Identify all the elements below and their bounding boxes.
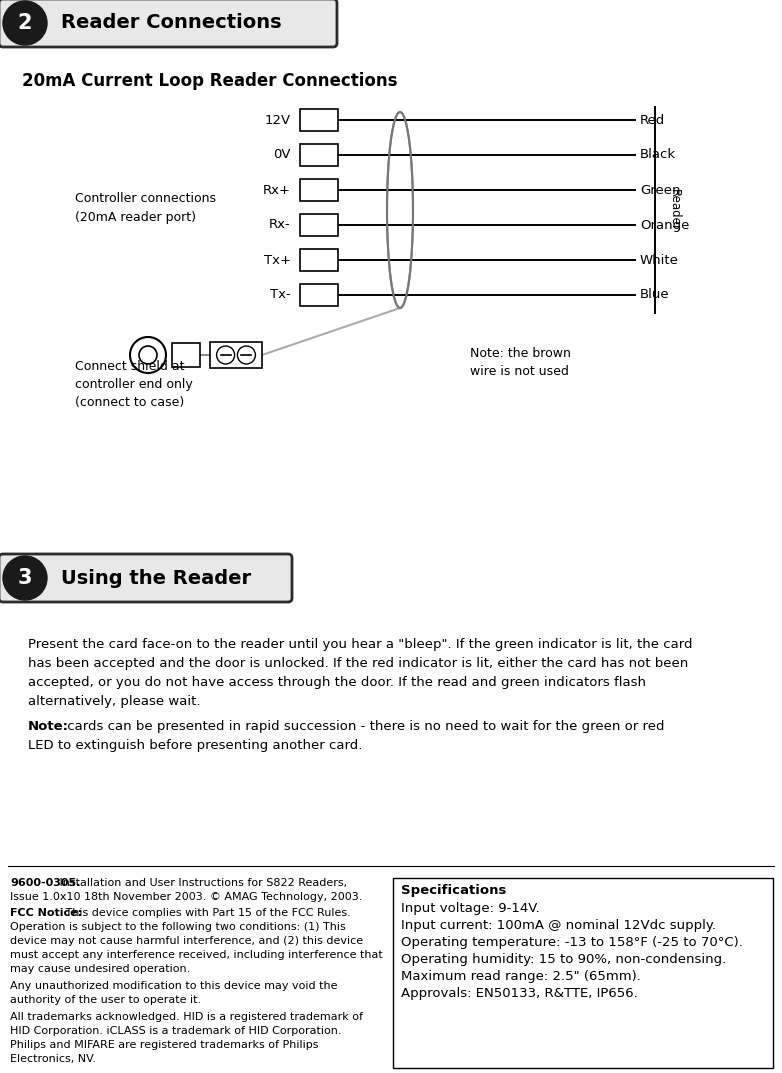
Text: 3: 3 (18, 568, 32, 588)
Text: This device complies with Part 15 of the FCC Rules.: This device complies with Part 15 of the… (62, 908, 351, 918)
Text: Operation is subject to the following two conditions: (1) This: Operation is subject to the following tw… (10, 922, 346, 932)
Text: Operating temperature: -13 to 158°F (-25 to 70°C).: Operating temperature: -13 to 158°F (-25… (401, 936, 743, 949)
Text: 9600-0305.: 9600-0305. (10, 878, 81, 888)
Text: Note:: Note: (28, 720, 69, 733)
Circle shape (217, 346, 235, 364)
Text: Controller connections
(20mA reader port): Controller connections (20mA reader port… (75, 192, 216, 223)
Text: 12V: 12V (265, 114, 291, 127)
Bar (300, 109, 338, 131)
Bar (210, 342, 262, 368)
Circle shape (3, 556, 47, 600)
Text: Philips and MIFARE are registered trademarks of Philips: Philips and MIFARE are registered tradem… (10, 1040, 318, 1050)
FancyBboxPatch shape (0, 554, 292, 602)
Text: Tx+: Tx+ (264, 253, 291, 266)
Text: Reader: Reader (668, 189, 680, 231)
Text: Rx-: Rx- (269, 219, 291, 232)
Text: Using the Reader: Using the Reader (61, 569, 251, 588)
Text: alternatively, please wait.: alternatively, please wait. (28, 695, 200, 708)
Text: Specifications: Specifications (401, 884, 507, 897)
Text: 2: 2 (18, 13, 32, 33)
Text: Issue 1.0x10 18th November 2003. © AMAG Technology, 2003.: Issue 1.0x10 18th November 2003. © AMAG … (10, 892, 362, 902)
Text: Installation and User Instructions for S822 Readers,: Installation and User Instructions for S… (56, 878, 347, 888)
Text: Note: the brown
wire is not used: Note: the brown wire is not used (470, 347, 571, 378)
Text: All trademarks acknowledged. HID is a registered trademark of: All trademarks acknowledged. HID is a re… (10, 1012, 363, 1021)
Text: device may not cause harmful interference, and (2) this device: device may not cause harmful interferenc… (10, 936, 363, 946)
Bar (300, 214, 338, 236)
Text: authority of the user to operate it.: authority of the user to operate it. (10, 995, 201, 1005)
Text: Red: Red (640, 114, 665, 127)
Circle shape (139, 346, 157, 364)
FancyBboxPatch shape (0, 0, 337, 47)
Text: Input voltage: 9-14V.: Input voltage: 9-14V. (401, 902, 540, 915)
Ellipse shape (387, 112, 413, 308)
Bar (300, 249, 338, 271)
Circle shape (130, 337, 166, 373)
Text: 0V: 0V (274, 148, 291, 162)
Text: has been accepted and the door is unlocked. If the red indicator is lit, either : has been accepted and the door is unlock… (28, 657, 688, 670)
Text: FCC Notice:: FCC Notice: (10, 908, 82, 918)
Bar (393, 878, 773, 1068)
Bar (300, 179, 338, 201)
Text: may cause undesired operation.: may cause undesired operation. (10, 964, 190, 974)
Text: must accept any interference received, including interference that: must accept any interference received, i… (10, 950, 382, 960)
Text: accepted, or you do not have access through the door. If the read and green indi: accepted, or you do not have access thro… (28, 676, 646, 689)
Text: Green: Green (640, 183, 680, 196)
Text: LED to extinguish before presenting another card.: LED to extinguish before presenting anot… (28, 739, 362, 752)
Text: 20mA Current Loop Reader Connections: 20mA Current Loop Reader Connections (22, 72, 397, 90)
Text: Operating humidity: 15 to 90%, non-condensing.: Operating humidity: 15 to 90%, non-conde… (401, 953, 726, 966)
Text: White: White (640, 253, 679, 266)
Text: Maximum read range: 2.5" (65mm).: Maximum read range: 2.5" (65mm). (401, 970, 641, 983)
Bar (300, 144, 338, 166)
Text: Black: Black (640, 148, 676, 162)
Bar (300, 284, 338, 306)
Text: Present the card face-on to the reader until you hear a "bleep". If the green in: Present the card face-on to the reader u… (28, 638, 693, 651)
Text: Connect shield at
controller end only
(connect to case): Connect shield at controller end only (c… (75, 361, 192, 409)
Text: Approvals: EN50133, R&TTE, IP656.: Approvals: EN50133, R&TTE, IP656. (401, 987, 638, 1000)
Text: Reader Connections: Reader Connections (61, 14, 282, 32)
Text: Rx+: Rx+ (263, 183, 291, 196)
Text: Tx-: Tx- (271, 289, 291, 302)
Text: Electronics, NV.: Electronics, NV. (10, 1054, 96, 1064)
Text: Input current: 100mA @ nominal 12Vdc supply.: Input current: 100mA @ nominal 12Vdc sup… (401, 918, 716, 932)
Text: cards can be presented in rapid succession - there is no need to wait for the gr: cards can be presented in rapid successi… (63, 720, 665, 733)
Text: Blue: Blue (640, 289, 669, 302)
Text: Orange: Orange (640, 219, 690, 232)
Text: HID Corporation. iCLASS is a trademark of HID Corporation.: HID Corporation. iCLASS is a trademark o… (10, 1026, 342, 1037)
Circle shape (3, 1, 47, 45)
Circle shape (238, 346, 256, 364)
Bar (172, 343, 200, 367)
Text: Any unauthorized modification to this device may void the: Any unauthorized modification to this de… (10, 981, 338, 991)
